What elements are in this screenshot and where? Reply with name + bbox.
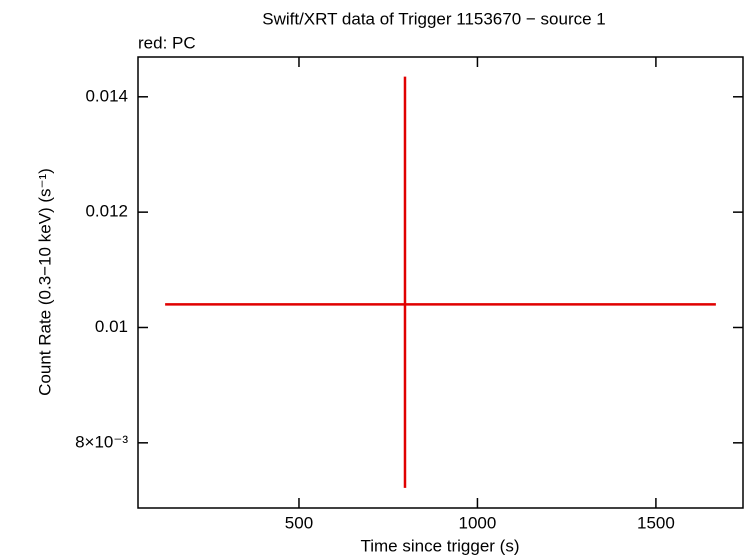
x-tick-label: 500: [285, 513, 313, 532]
y-tick-label: 0.01: [95, 317, 128, 336]
chart-title: Swift/XRT data of Trigger 1153670 − sour…: [262, 9, 606, 28]
x-tick-label: 1500: [637, 513, 675, 532]
y-axis-label: Count Rate (0.3−10 keV) (s⁻¹): [35, 168, 54, 396]
x-tick-label: 1000: [459, 513, 497, 532]
y-tick-label: 0.012: [85, 202, 128, 221]
y-tick-label: 8×10⁻³: [75, 432, 128, 451]
chart-subtitle: red: PC: [138, 33, 196, 52]
plot-frame: [137, 56, 744, 509]
x-axis-label: Time since trigger (s): [360, 536, 519, 555]
y-tick-label: 0.014: [85, 86, 128, 105]
